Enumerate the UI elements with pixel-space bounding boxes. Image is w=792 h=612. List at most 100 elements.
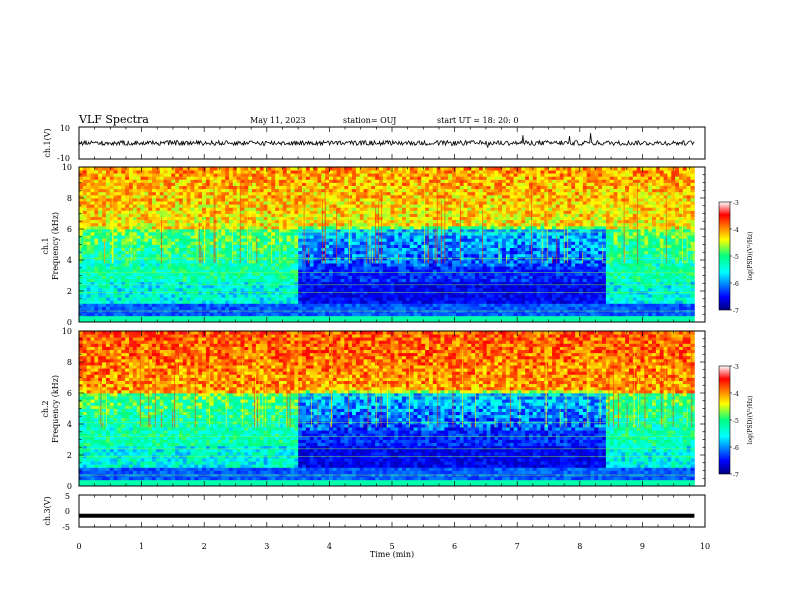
spectrogram-cell [221, 217, 225, 221]
spectrogram-cell [252, 288, 256, 292]
spectrogram-cell [167, 173, 171, 177]
spectrogram-cell [279, 263, 283, 267]
spectrogram-cell [83, 220, 87, 224]
spectrogram-cell [291, 260, 295, 264]
spectrogram-cell [337, 223, 341, 227]
spectrogram-cell [344, 179, 348, 183]
spectrogram-cell [398, 183, 402, 187]
spectrogram-cell [83, 272, 87, 276]
spectrogram-cell [144, 241, 148, 245]
spectrogram-cell [252, 316, 256, 320]
spectrogram-cell [306, 307, 310, 311]
spectrogram-cell [425, 223, 429, 227]
spectrogram-cell [329, 232, 333, 236]
spectrogram-cell [371, 300, 375, 304]
spectrogram-cell [433, 288, 437, 292]
spectrogram-cell [271, 226, 275, 230]
spectrogram-cell [83, 167, 87, 171]
spectrogram-cell [283, 201, 287, 205]
spectrogram-cell [275, 198, 279, 202]
spectrogram-cell [144, 198, 148, 202]
spectrogram-cell [333, 297, 337, 301]
spectrogram-cell [191, 210, 195, 214]
spectrogram-cell [148, 303, 152, 307]
spectrogram-cell [352, 232, 356, 236]
spectrogram-cell [391, 313, 395, 317]
spectrogram-cell [306, 232, 310, 236]
spectrogram-cell [267, 232, 271, 236]
spectrogram-cell [87, 245, 91, 249]
spectrogram-cell [187, 220, 191, 224]
spectrogram-cell [156, 238, 160, 242]
spectrogram-cell [348, 207, 352, 211]
spectrogram-cell [448, 192, 452, 196]
spectrogram-cell [144, 313, 148, 317]
spectrogram-cell [444, 272, 448, 276]
spectrogram-cell [417, 263, 421, 267]
spectrogram-cell [394, 238, 398, 242]
spectrogram-cell [337, 198, 341, 202]
spectrogram-cell [356, 173, 360, 177]
spectrogram-cell [94, 303, 98, 307]
spectrogram-cell [275, 195, 279, 199]
spectrogram-cell [164, 303, 168, 307]
spectrogram-cell [287, 238, 291, 242]
spectrogram-cell [417, 260, 421, 264]
spectrogram-cell [425, 179, 429, 183]
spectrogram-cell [125, 297, 129, 301]
spectrogram-cell [317, 220, 321, 224]
spectrogram-cell [194, 201, 198, 205]
spectrogram-cell [106, 183, 110, 187]
spectrogram-cell [167, 303, 171, 307]
spectrogram-cell [160, 276, 164, 280]
spectrogram-cell [417, 226, 421, 230]
spectrogram-cell [187, 183, 191, 187]
ch1-waveform-trace [79, 133, 694, 147]
spectrogram-cell [198, 303, 202, 307]
spectrogram-cell [291, 251, 295, 255]
spectrogram-cell [429, 167, 433, 171]
spectrogram-cell [191, 217, 195, 221]
spectrogram-cell [133, 176, 137, 180]
spectrogram-cell [137, 176, 141, 180]
spectrogram-cell [421, 263, 425, 267]
spectrogram-cell [410, 220, 414, 224]
spectrogram-cell [283, 266, 287, 270]
spectrogram-cell [179, 300, 183, 304]
spectrogram-cell [333, 263, 337, 267]
spectrogram-cell [252, 176, 256, 180]
spectrogram-cell [287, 179, 291, 183]
spectrogram-cell [175, 217, 179, 221]
spectrogram-cell [291, 316, 295, 320]
spectrogram-cell [114, 251, 118, 255]
spectrogram-cell [283, 183, 287, 187]
spectrogram-cell [133, 294, 137, 298]
spectrogram-cell [237, 288, 241, 292]
spectrogram-cell [198, 210, 202, 214]
spectrogram-cell [441, 217, 445, 221]
spectrogram-cell [83, 192, 87, 196]
spectrogram-cell [425, 192, 429, 196]
spectrogram-cell [233, 266, 237, 270]
spectrogram-cell [94, 248, 98, 252]
spectrogram-cell [341, 232, 345, 236]
spectrogram-cell [429, 303, 433, 307]
spectrogram-cell [367, 272, 371, 276]
spectrogram-cell [283, 254, 287, 257]
spectrogram-cell [337, 288, 341, 292]
spectrogram-cell [167, 186, 171, 190]
spectrogram-cell [241, 307, 245, 311]
spectrogram-cell [367, 226, 371, 230]
spectrogram-cell [110, 173, 114, 177]
spectrogram-cell [337, 241, 341, 245]
spectrogram-cell [217, 297, 221, 301]
spectrogram-cell [367, 245, 371, 249]
spectrogram-cell [425, 266, 429, 270]
spectrogram-cell [414, 176, 418, 180]
spectrogram-cell [375, 294, 379, 298]
spectrogram-cell [198, 217, 202, 221]
spectrogram-cell [194, 279, 198, 283]
spectrogram-cell [225, 183, 229, 187]
spectrogram-cell [91, 176, 95, 180]
